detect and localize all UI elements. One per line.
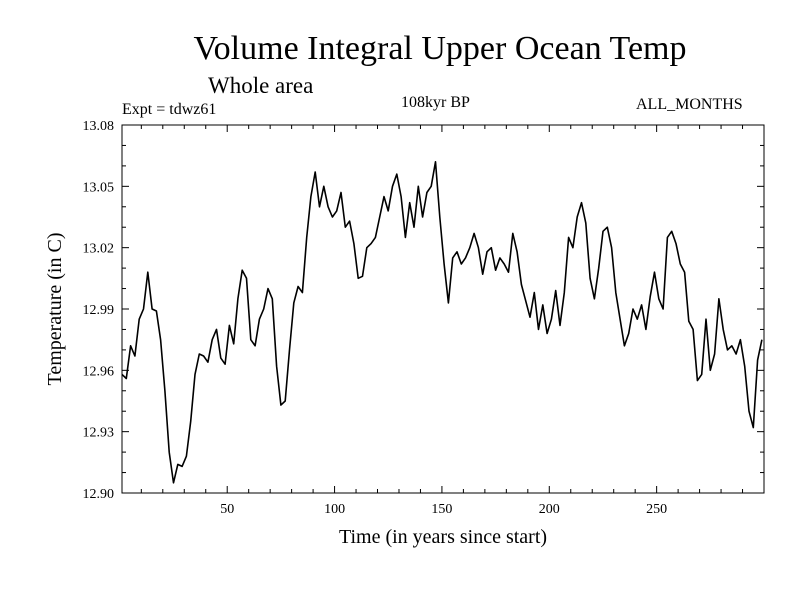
y-tick-label: 13.05 — [83, 180, 115, 195]
x-axis-label: Time (in years since start) — [339, 526, 547, 548]
line-chart: 50 100 150 200 250 12.90 12.93 12.96 12.99 13.02 1… — [0, 0, 800, 600]
axis-ticks — [122, 125, 764, 493]
x-tick-label: 250 — [646, 502, 667, 517]
y-tick-label: 12.96 — [83, 364, 115, 379]
y-axis-label: Temperature (in C) — [44, 233, 66, 386]
x-tick-label: 150 — [431, 502, 452, 517]
y-tick-label: 12.99 — [83, 303, 115, 318]
y-tick-label: 12.93 — [83, 426, 115, 441]
y-tick-label: 13.02 — [83, 242, 115, 257]
x-tick-label: 100 — [324, 502, 345, 517]
y-tick-label: 12.90 — [83, 487, 115, 502]
x-tick-label: 50 — [220, 502, 234, 517]
temperature-series-line — [122, 162, 762, 483]
plot-frame — [122, 125, 764, 493]
y-tick-label: 13.08 — [83, 119, 115, 134]
x-tick-label: 200 — [539, 502, 560, 517]
